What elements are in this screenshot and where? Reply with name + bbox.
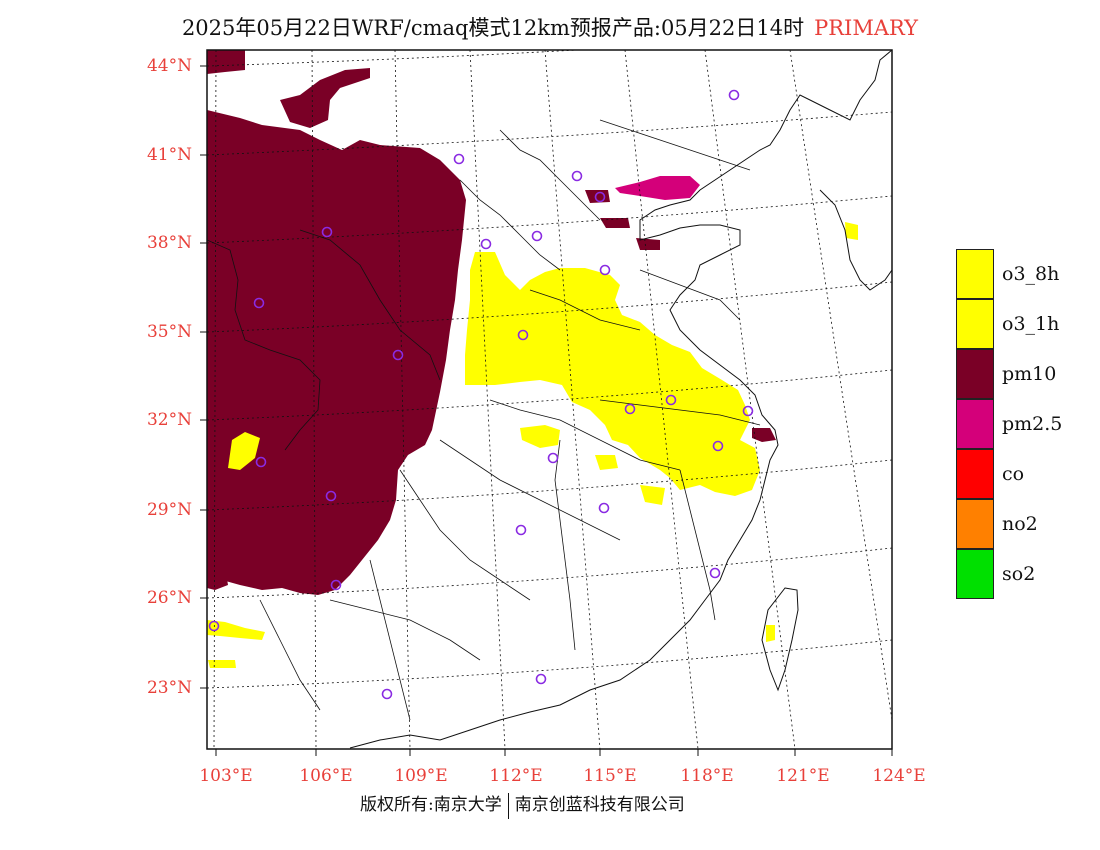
- pm10-region-nw: [280, 68, 370, 128]
- pm10-region-left: [207, 125, 232, 186]
- map-frame: [206, 49, 893, 750]
- lat-label: 44°N: [146, 56, 192, 76]
- lon-label: 124°E: [872, 766, 926, 786]
- lat-label: 41°N: [146, 145, 192, 165]
- pm10-region-shanghai: [752, 428, 776, 442]
- o3-region-taiwan: [766, 222, 858, 642]
- legend-swatch: [956, 449, 994, 499]
- lon-label: 109°E: [394, 766, 448, 786]
- footer-separator: [507, 792, 509, 819]
- legend-label: no2: [1002, 513, 1038, 535]
- legend-swatch: [956, 549, 994, 599]
- lon-label: 118°E: [680, 766, 734, 786]
- legend-swatch: [956, 499, 994, 549]
- copyright-owner: 版权所有:南京大学: [360, 795, 502, 815]
- copyright-footer: 版权所有:南京大学 南京创蓝科技有限公司: [360, 790, 685, 819]
- o3-region-southwest: [207, 620, 265, 668]
- korea-coast: [819, 189, 892, 291]
- pm25-region-north: [615, 176, 700, 200]
- graticule: [207, 50, 892, 749]
- coastline: [349, 50, 892, 749]
- pm10-region-bohai: [585, 190, 660, 250]
- lat-label: 35°N: [146, 322, 192, 342]
- title-main: 2025年05月22日WRF/cmaq模式12km预报产品:05月22日14时: [181, 16, 805, 40]
- legend-label: o3_8h: [1002, 263, 1060, 285]
- legend-label: pm10: [1002, 363, 1057, 385]
- legend-swatch: [956, 299, 994, 349]
- legend-label: co: [1002, 463, 1025, 485]
- axis-ticks: [200, 65, 893, 756]
- legend-swatch: [956, 249, 994, 299]
- copyright-company: 南京创蓝科技有限公司: [514, 795, 685, 815]
- lon-label: 103°E: [199, 766, 253, 786]
- lat-label: 32°N: [146, 410, 192, 430]
- legend-label: pm2.5: [1002, 413, 1063, 435]
- lon-label: 112°E: [489, 766, 543, 786]
- taiwan-outline: [761, 587, 799, 692]
- o3-region-west: [228, 432, 260, 470]
- lon-label: 115°E: [583, 766, 637, 786]
- lat-label: 38°N: [146, 233, 192, 253]
- pm10-region-north: [207, 50, 245, 74]
- station-markers: [208, 89, 754, 700]
- lat-label: 23°N: [146, 678, 192, 698]
- legend-swatch: [956, 349, 994, 399]
- lat-label: 29°N: [146, 500, 192, 520]
- pm10-region-sw: [207, 550, 228, 590]
- province-boundaries: [207, 119, 761, 721]
- map-title: 2025年05月22日WRF/cmaq模式12km预报产品:05月22日14时 P…: [0, 12, 1100, 42]
- legend-swatch: [956, 399, 994, 449]
- lon-label: 121°E: [776, 766, 830, 786]
- legend-label: o3_1h: [1002, 313, 1060, 335]
- lon-label: 106°E: [299, 766, 353, 786]
- title-mode: PRIMARY: [814, 16, 919, 40]
- pm10-region-west: [207, 110, 466, 595]
- lat-label: 26°N: [146, 588, 192, 608]
- o3-region-hubei: [520, 425, 665, 505]
- legend-label: so2: [1002, 563, 1036, 585]
- o3-region-central: [465, 252, 760, 496]
